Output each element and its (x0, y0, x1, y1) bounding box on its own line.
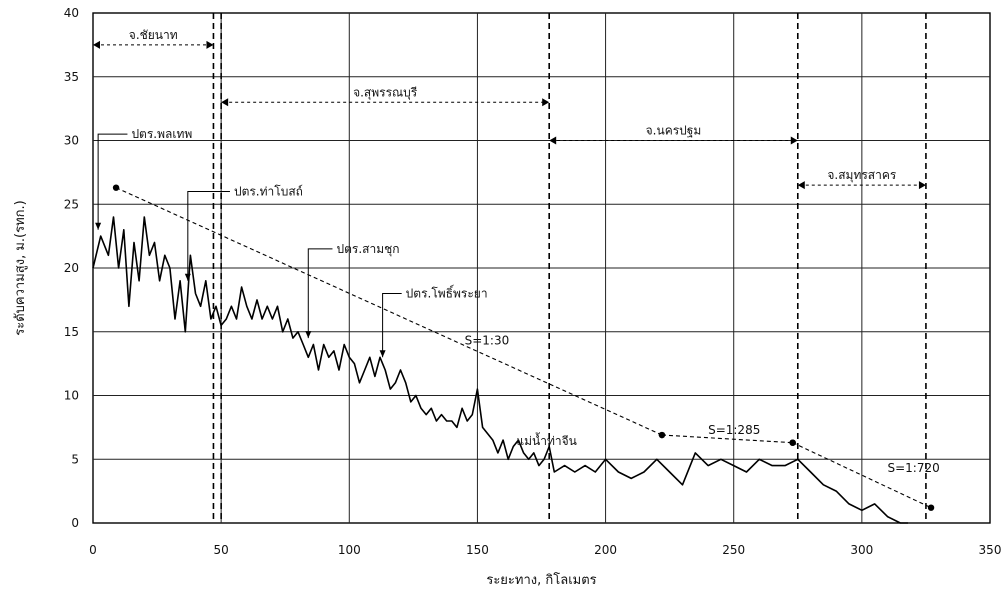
station-leader-line (307, 248, 333, 339)
arrow-right-icon (790, 136, 798, 145)
station-label: ปตร.สามชุก (336, 242, 399, 257)
x-tick-label: 250 (722, 543, 745, 557)
y-tick-label: 10 (64, 389, 79, 403)
arrow-left-icon (93, 40, 100, 49)
slope-point (789, 439, 796, 446)
series-slope-line (115, 187, 663, 436)
series-slope-line (792, 442, 932, 509)
y-tick-label: 20 (64, 261, 79, 275)
grid-lines (93, 13, 990, 523)
y-tick-label: 35 (64, 70, 79, 84)
arrow-right-icon (918, 181, 926, 190)
arrow-right-icon (206, 40, 214, 49)
y-tick-label: 15 (64, 325, 79, 339)
station-leader-line (187, 191, 230, 281)
x-tick-label: 150 (466, 543, 489, 557)
slope-point (112, 184, 120, 191)
arrow-left-icon (549, 136, 557, 145)
annotations: จ.ชัยนาทจ.สุพรรณบุรีจ.นครปฐมจ.สมุทรสาครป… (93, 28, 940, 475)
river-label: แม่น้ำท่าจีน (516, 432, 576, 448)
arrow-right-icon (542, 98, 550, 107)
x-tick-label: 0 (89, 543, 97, 557)
station-label: ปตร.พลเทพ (131, 127, 192, 141)
slope-point (658, 431, 666, 439)
y-tick-label: 30 (64, 134, 79, 148)
y-tick-label: 0 (71, 516, 79, 530)
axes: 0 5 10 15 20 25 30 35 40 0 50 100 150 200 250 300 350 (64, 6, 1002, 557)
y-axis-title: ระดับความสูง, ม.(รทก.) (13, 200, 28, 335)
y-tick-label: 40 (64, 6, 79, 20)
x-tick-label: 350 (979, 543, 1002, 557)
province-label: จ.ชัยนาท (129, 28, 178, 42)
slope-label: S=1:720 (887, 461, 939, 475)
slope-point (927, 504, 935, 511)
arrow-down-icon (95, 222, 102, 230)
series-river-profile (92, 216, 908, 524)
province-label: จ.สมุทรสาคร (827, 168, 897, 183)
station-label: ปตร.ท่าโบสถ์ (234, 185, 303, 199)
arrow-left-icon (221, 98, 229, 107)
arrow-down-icon (184, 273, 191, 281)
y-tick-label: 25 (64, 197, 79, 211)
x-tick-label: 50 (214, 543, 229, 557)
x-tick-label: 200 (594, 543, 617, 557)
province-boundary-lines (212, 13, 927, 523)
station-leader-line (382, 293, 402, 358)
province-label: จ.นครปฐม (646, 124, 702, 138)
slope-label: S=1:285 (708, 423, 760, 437)
slope-label: S=1:30 (465, 334, 510, 348)
x-tick-label: 300 (850, 543, 873, 557)
province-label: จ.สุพรรณบุรี (353, 85, 418, 100)
station-leader-line (97, 133, 128, 230)
arrow-down-icon (305, 331, 312, 339)
x-tick-label: 100 (338, 543, 361, 557)
x-axis-title: ระยะทาง, กิโลเมตร (486, 572, 596, 588)
arrow-left-icon (797, 181, 805, 190)
y-tick-label: 5 (71, 452, 79, 466)
series-layer (92, 184, 935, 524)
station-label: ปตร.โพธิ์พระยา (406, 285, 488, 301)
series-slope-line (661, 434, 793, 444)
arrow-down-icon (379, 350, 386, 358)
